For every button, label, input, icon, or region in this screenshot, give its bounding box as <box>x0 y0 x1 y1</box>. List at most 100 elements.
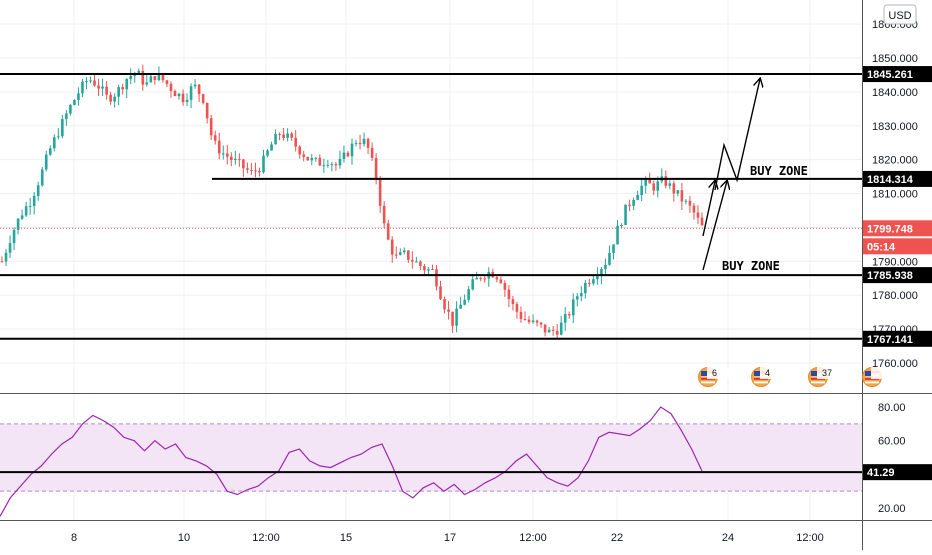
candle-body <box>515 303 519 312</box>
last-price-tag: 1799.748 <box>867 223 913 235</box>
candle-body <box>282 134 285 138</box>
level-price-tag: 1785.938 <box>867 270 913 282</box>
candle-body <box>234 158 237 160</box>
candle-body <box>370 147 374 158</box>
candle-body <box>600 269 603 276</box>
price-tick-label: 1820.000 <box>872 155 918 167</box>
candle-body <box>475 277 479 280</box>
candle-body <box>125 78 129 90</box>
candle-body <box>459 304 462 309</box>
arrow-drawing[interactable] <box>714 79 760 191</box>
candle-body <box>141 70 145 85</box>
candle-body <box>322 165 326 167</box>
candle-body <box>680 190 684 202</box>
level-price-tag-bg <box>863 170 932 187</box>
candle-body <box>427 268 430 271</box>
candle-body <box>189 86 193 100</box>
time-tick-label: 12:00 <box>796 532 824 544</box>
candle-body <box>676 190 680 194</box>
candle-body <box>664 176 668 186</box>
candle-body <box>688 200 692 206</box>
candle-body <box>684 200 688 202</box>
candle-body <box>197 84 201 95</box>
candle-body <box>97 85 100 89</box>
buy-zone-label[interactable]: BUY ZONE <box>750 164 808 178</box>
countdown-tag-bg <box>863 238 932 255</box>
us-flag-icon[interactable]: 37 <box>808 367 840 387</box>
candle-body <box>443 299 446 310</box>
candle-body <box>559 322 563 335</box>
candle-body <box>394 254 398 256</box>
candle-body <box>28 206 32 208</box>
us-flag-icon[interactable] <box>862 367 894 387</box>
candle-body <box>551 329 555 331</box>
candle-body <box>390 239 394 255</box>
level-price-tag: 1845.261 <box>867 69 913 81</box>
candle-body <box>507 289 511 300</box>
candle-body <box>648 178 652 184</box>
candle-body <box>258 170 261 173</box>
candle-body <box>61 119 64 137</box>
candle-body <box>407 250 410 260</box>
candle-body <box>294 137 297 147</box>
candle-body <box>149 76 153 83</box>
candle-body <box>290 133 293 138</box>
candle-body <box>354 142 358 144</box>
candle-body <box>69 104 72 114</box>
candle-body <box>668 183 672 186</box>
candle-body <box>157 73 161 81</box>
candle-body <box>555 330 559 335</box>
candle-body <box>165 80 169 84</box>
candle-body <box>117 87 120 97</box>
candle-body <box>419 261 422 267</box>
candle-body <box>89 80 92 82</box>
candle-body <box>242 159 245 169</box>
time-tick-label: 8 <box>71 532 77 544</box>
countdown-tag: 05:14 <box>867 241 896 253</box>
time-tick-label: 12:00 <box>519 532 547 544</box>
candle-body <box>382 205 386 224</box>
candle-body <box>346 152 350 157</box>
candle-body <box>36 185 40 196</box>
candle-body <box>250 169 253 171</box>
candle-body <box>350 143 354 157</box>
rsi-band <box>0 423 862 492</box>
us-flag-icon[interactable]: 4 <box>751 367 783 387</box>
event-count: 37 <box>822 368 832 378</box>
candle-body <box>173 90 177 97</box>
candle-body <box>374 157 378 180</box>
candle-body <box>588 282 591 284</box>
candle-body <box>52 137 56 149</box>
candle-body <box>65 113 68 120</box>
candle-body <box>483 278 487 280</box>
candle-body <box>539 322 543 325</box>
candle-body <box>48 148 52 155</box>
us-flag-icon[interactable]: 6 <box>698 367 730 387</box>
candle-body <box>672 183 676 194</box>
candle-body <box>0 261 4 263</box>
currency-button[interactable]: USD <box>883 4 917 25</box>
candle-body <box>499 279 503 284</box>
time-tick-label: 22 <box>611 532 623 544</box>
candle-body <box>129 75 133 79</box>
candle-body <box>696 212 700 218</box>
currency-label: USD <box>888 10 911 22</box>
arrow-drawing[interactable] <box>702 181 727 271</box>
candle-body <box>451 311 454 326</box>
candle-body <box>24 206 28 216</box>
rsi-tick-label: 80.00 <box>878 402 906 414</box>
candle-body <box>109 94 112 102</box>
candle-body <box>362 138 366 145</box>
arrow-drawing[interactable] <box>702 181 715 237</box>
candle-body <box>318 157 322 166</box>
candle-body <box>692 205 696 213</box>
candle-body <box>330 164 334 166</box>
candle-body <box>181 93 185 103</box>
candle-body <box>4 252 8 262</box>
price-tick-label: 1810.000 <box>872 189 918 201</box>
buy-zone-label[interactable]: BUY ZONE <box>722 259 780 273</box>
candle-body <box>535 320 539 323</box>
candle-body <box>270 144 273 151</box>
